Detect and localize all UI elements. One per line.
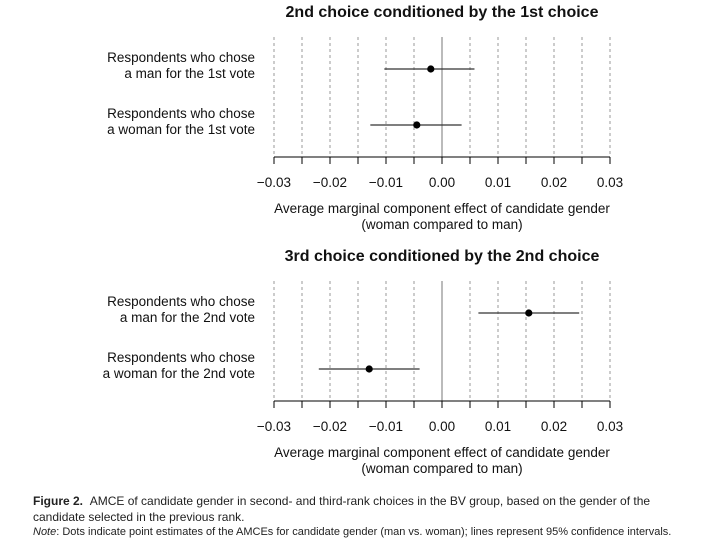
caption-main: Figure 2. AMCE of candidate gender in se… [33, 493, 703, 525]
panel1-x-axis-sublabel: (woman compared to man) [361, 217, 522, 232]
panel2-x-tick-label: −0.02 [313, 419, 347, 434]
panel1-x-tick-label: 0.03 [597, 175, 623, 190]
panel2-row-label: Respondents who chose [107, 350, 255, 365]
panel1-row-label: Respondents who chose [107, 50, 255, 65]
panel2-x-tick-label: 0.01 [485, 419, 511, 434]
panel2-x-tick-label: 0.03 [597, 419, 623, 434]
panel2-x-tick-label: −0.03 [257, 419, 291, 434]
panel1-x-tick-label: 0.01 [485, 175, 511, 190]
caption-label: Figure 2. [33, 494, 84, 508]
panel1-row-label: a woman for the 1st vote [107, 122, 255, 137]
panel2-x-axis-sublabel: (woman compared to man) [361, 461, 522, 476]
panel1-x-axis-label: Average marginal component effect of can… [274, 201, 610, 216]
panel1-row-label: Respondents who chose [107, 106, 255, 121]
caption-note: Note: Dots indicate point estimates of t… [33, 525, 703, 540]
panel2-row-label: a woman for the 2nd vote [103, 366, 255, 381]
note-text: : Dots indicate point estimates of the A… [56, 526, 672, 538]
panel1-point-estimate [413, 121, 421, 129]
figure: 2nd choice conditioned by the 1st choice… [103, 4, 623, 476]
panel2-x-tick-label: 0.00 [429, 419, 455, 434]
panel1-x-tick-label: 0.02 [541, 175, 567, 190]
panel2-point-estimate [365, 365, 373, 373]
panel1-x-tick-label: 0.00 [429, 175, 455, 190]
panel1-x-tick-label: −0.03 [257, 175, 291, 190]
panel2-x-tick-label: 0.02 [541, 419, 567, 434]
note-label: Note [33, 526, 57, 538]
figure-caption: Figure 2. AMCE of candidate gender in se… [33, 493, 703, 540]
panel2-x-tick-label: −0.01 [369, 419, 403, 434]
panel1-point-estimate [427, 65, 435, 73]
panel2-point-estimate [525, 309, 533, 317]
panel2-row-label: Respondents who chose [107, 294, 255, 309]
panel2-title: 3rd choice conditioned by the 2nd choice [285, 248, 600, 265]
panel2-row-label: a man for the 2nd vote [120, 310, 255, 325]
panel2-x-axis-label: Average marginal component effect of can… [274, 445, 610, 460]
panel1-x-tick-label: −0.01 [369, 175, 403, 190]
panel1-title: 2nd choice conditioned by the 1st choice [286, 4, 599, 21]
panel1-row-label: a man for the 1st vote [124, 66, 255, 81]
caption-text: AMCE of candidate gender in second- and … [33, 494, 651, 524]
panel1-x-tick-label: −0.02 [313, 175, 347, 190]
